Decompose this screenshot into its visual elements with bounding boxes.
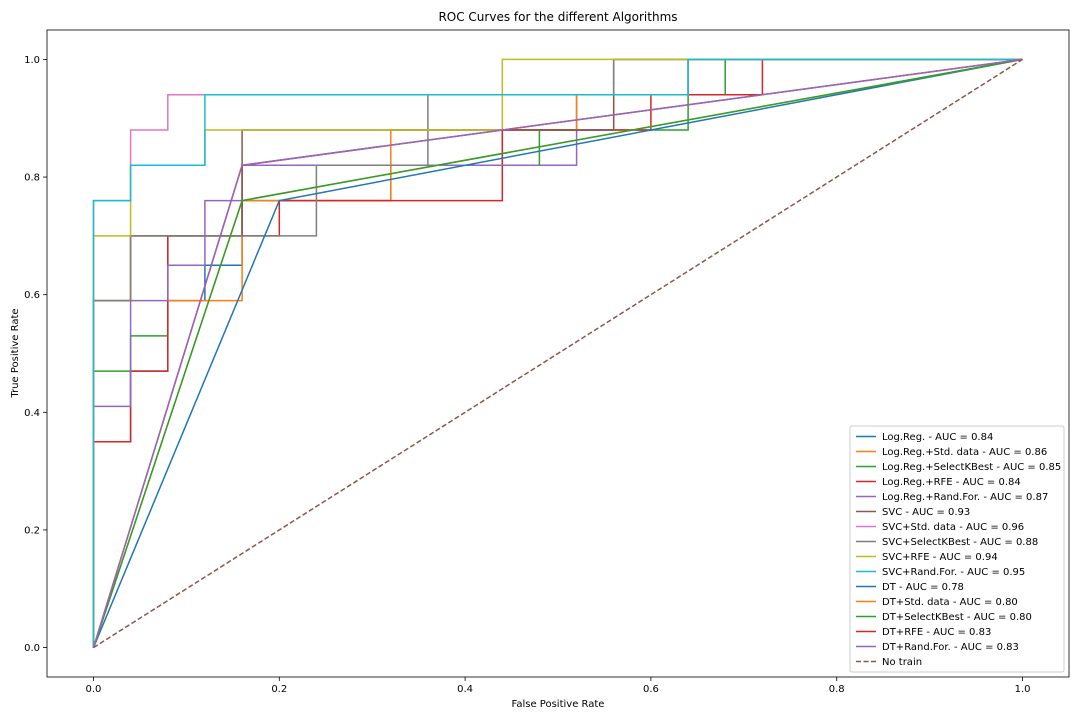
x-tick-label: 0.0 (86, 684, 102, 695)
legend-label: SVC - AUC = 0.93 (882, 507, 970, 518)
series-layer (92, 58, 1023, 649)
legend-label: DT - AUC = 0.78 (882, 582, 964, 593)
legend-label: Log.Reg. - AUC = 0.84 (882, 432, 993, 443)
legend-label: SVC+Rand.For. - AUC = 0.95 (882, 567, 1025, 578)
x-tick-label: 0.4 (457, 684, 473, 695)
x-tick-label: 0.8 (829, 684, 845, 695)
y-tick-label: 0.6 (24, 290, 40, 301)
legend-label: Log.Reg.+RFE - AUC = 0.84 (882, 477, 1021, 488)
x-axis-label: False Positive Rate (512, 699, 605, 710)
chart-title: ROC Curves for the different Algorithms (438, 10, 677, 24)
plot-area: 0.0 0.2 0.4 0.6 0.8 1.0 0.0 0.2 0.4 0.6 0.8 1.0 (24, 29, 1070, 695)
legend-label: DT+RFE - AUC = 0.83 (882, 627, 991, 638)
series-line (92, 58, 1023, 648)
y-axis-label: True Positive Rate (10, 308, 21, 398)
series-line (92, 58, 1023, 648)
y-tick-label: 1.0 (24, 55, 40, 66)
legend-label: SVC+RFE - AUC = 0.94 (882, 552, 998, 563)
legend-label: Log.Reg.+Std. data - AUC = 0.86 (882, 447, 1047, 458)
y-tick-label: 0.2 (24, 525, 40, 536)
legend-label: DT+Rand.For. - AUC = 0.83 (882, 642, 1019, 653)
series-line (93, 58, 1023, 649)
legend-label: DT+SelectKBest - AUC = 0.80 (882, 612, 1032, 623)
series-line (92, 58, 1023, 648)
y-tick-label: 0.4 (24, 408, 40, 419)
x-axis: 0.0 0.2 0.4 0.6 0.8 1.0 (86, 677, 1031, 695)
legend-label: Log.Reg.+SelectKBest - AUC = 0.85 (882, 462, 1061, 473)
legend-label: No train (882, 657, 922, 668)
legend-label: Log.Reg.+Rand.For. - AUC = 0.87 (882, 492, 1048, 503)
legend-label: DT+Std. data - AUC = 0.80 (882, 597, 1018, 608)
y-axis: 0.0 0.2 0.4 0.6 0.8 1.0 (24, 55, 47, 654)
y-tick-label: 0.0 (24, 643, 40, 654)
x-tick-label: 1.0 (1015, 684, 1031, 695)
plot-frame (46, 29, 1070, 678)
series-line (92, 58, 1023, 648)
legend-frame (849, 425, 1065, 673)
x-tick-label: 0.6 (643, 684, 659, 695)
legend-label: SVC+Std. data - AUC = 0.96 (882, 522, 1024, 533)
y-tick-label: 0.8 (24, 173, 40, 184)
legend: Log.Reg. - AUC = 0.84 Log.Reg.+Std. data … (849, 425, 1065, 673)
x-tick-label: 0.2 (271, 684, 287, 695)
legend-label: SVC+SelectKBest - AUC = 0.88 (882, 537, 1038, 548)
